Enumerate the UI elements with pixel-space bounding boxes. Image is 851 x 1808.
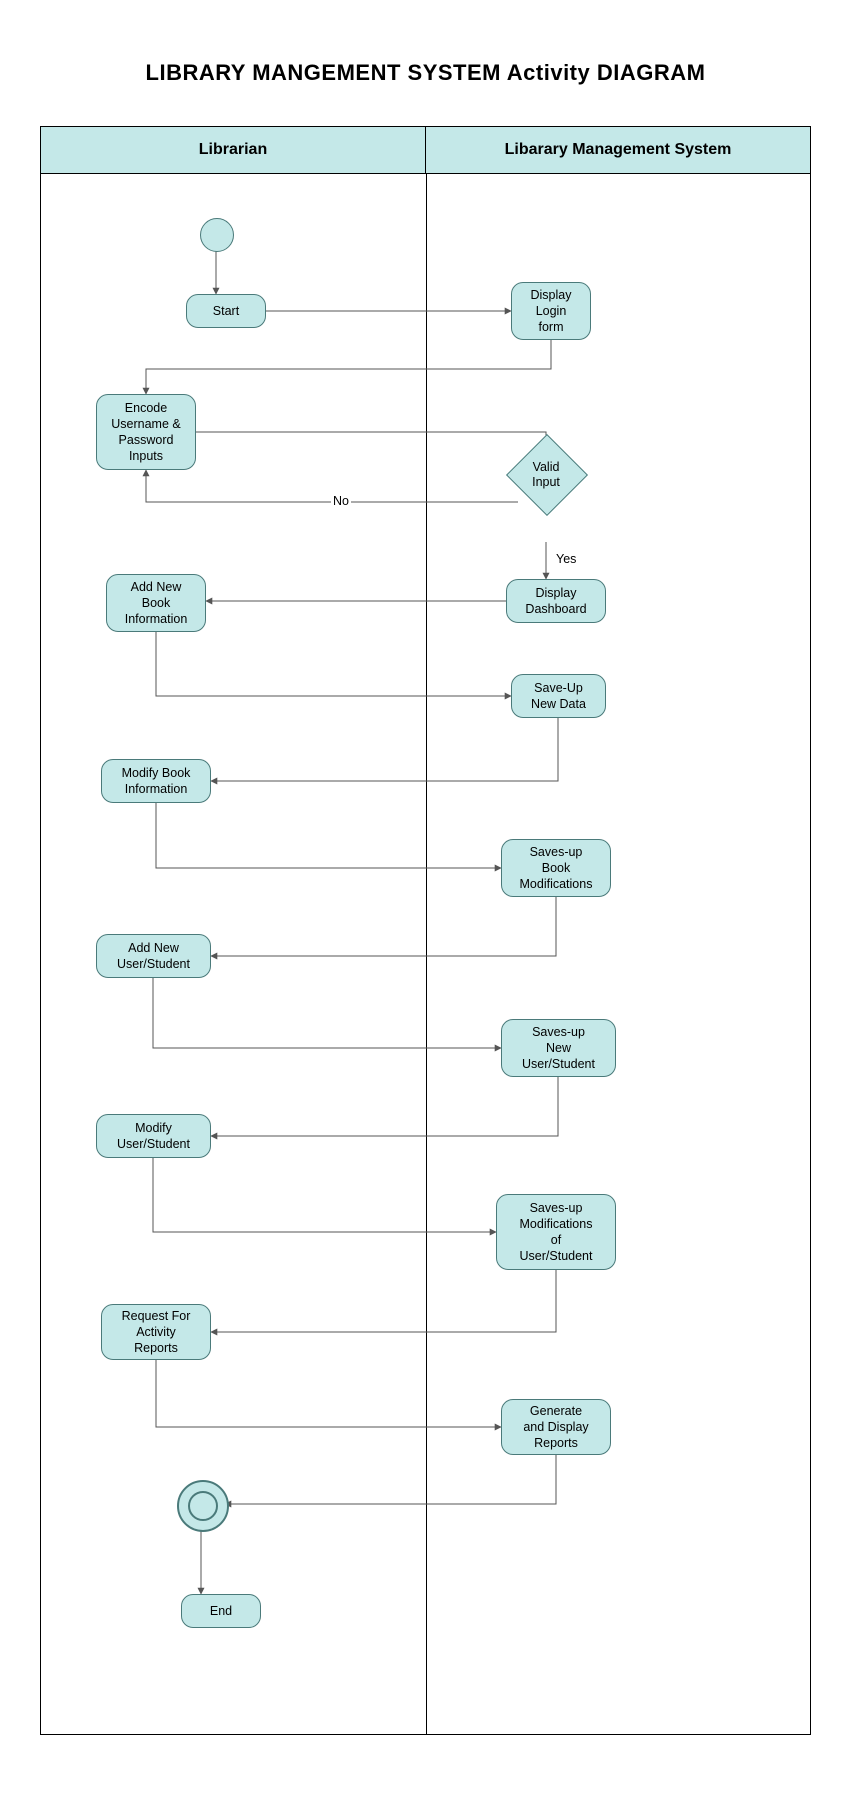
modify_user: ModifyUser/Student: [96, 1114, 211, 1158]
edge: [225, 1455, 556, 1504]
add_user: Add NewUser/Student: [96, 934, 211, 978]
diagram-title: LIBRARY MANGEMENT SYSTEM Activity DIAGRA…: [0, 0, 851, 126]
encode: EncodeUsername &PasswordInputs: [96, 394, 196, 470]
display_login: DisplayLoginform: [511, 282, 591, 340]
lane-header-left: Librarian: [41, 127, 426, 173]
edge: [211, 1077, 558, 1136]
edge: [211, 897, 556, 956]
save_new_data: Save-UpNew Data: [511, 674, 606, 718]
edge: [156, 632, 511, 696]
edge: [146, 340, 551, 394]
edge: [156, 803, 501, 868]
edge: [156, 1360, 501, 1427]
modify_book: Modify BookInformation: [101, 759, 211, 803]
dashboard: DisplayDashboard: [506, 579, 606, 623]
valid-label: ValidInput: [516, 460, 576, 490]
edge: [211, 718, 558, 781]
end: End: [181, 1594, 261, 1628]
edge-label: Yes: [554, 552, 578, 566]
end_ring-inner: [188, 1491, 218, 1521]
saves_new_user: Saves-upNewUser/Student: [501, 1019, 616, 1077]
swimlane-body: Start DisplayLoginform EncodeUsername &Pas…: [41, 174, 810, 1734]
swimlane-container: Librarian Libarary Management System Sta…: [40, 126, 811, 1735]
edge: [196, 432, 546, 464]
start: Start: [186, 294, 266, 328]
lane-header-right: Libarary Management System: [426, 127, 810, 173]
saves_user_mod: Saves-upModificationsofUser/Student: [496, 1194, 616, 1270]
start_circle: [200, 218, 234, 252]
add_book: Add NewBookInformation: [106, 574, 206, 632]
edge: [153, 978, 501, 1048]
edge: [211, 1270, 556, 1332]
request_reports: Request ForActivityReports: [101, 1304, 211, 1360]
generate_reports: Generateand DisplayReports: [501, 1399, 611, 1455]
swimlane-header: Librarian Libarary Management System: [41, 127, 810, 174]
edge-label: No: [331, 494, 351, 508]
edge: [153, 1158, 496, 1232]
saves_book_mod: Saves-upBookModifications: [501, 839, 611, 897]
